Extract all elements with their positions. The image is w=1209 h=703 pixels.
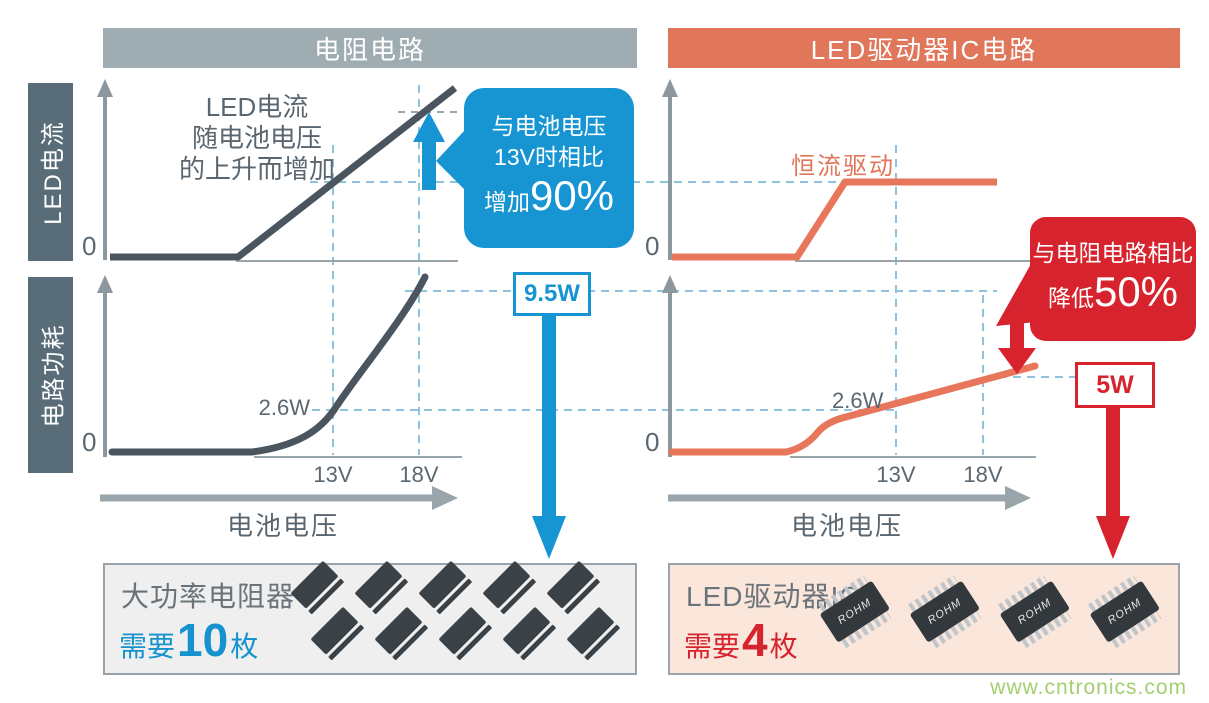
x-axis-arrows [100,486,1031,510]
ylabel-circuit-power-text: 电路功耗 [40,323,67,427]
need-label: 需要 [684,631,741,662]
xlabel-battery-voltage-right: 电池电压 [790,511,903,541]
tick-18v-right: 18V [963,462,1003,487]
blue-bubble-tail [436,130,465,190]
reduce-50-bubble: 与电阻电路相比 降低 50% [1030,217,1196,341]
resistor-parts-box: 大功率电阻器 需要 10 枚 [103,560,637,675]
header-resistor-circuit: 电阻电路 [103,28,637,68]
resistor-led-current-line [110,85,458,261]
driver-ic-chip-icon: ROHM [991,571,1082,659]
power-9.5w-box: 9.5W [513,272,591,316]
current-increase-arrow-icon [413,112,445,190]
y-axes [97,79,678,457]
xlabel-battery-voltage-left: 电池电压 [226,511,339,541]
blue-bubble-line1: 与电池电压 [491,113,607,139]
red-bubble-value: 50% [1093,267,1179,315]
tick-13v-left: 13V [313,462,353,487]
zero-label-bottom-left: 0 [82,427,97,457]
red-bubble-line1: 与电阻电路相比 [1032,239,1194,266]
unit-label: 枚 [769,631,798,662]
power-2.6w-label-right: 2.6W [832,388,884,413]
constant-current-label: 恒流驱动 [791,153,895,180]
arrow-5w-to-ics-icon [1096,402,1130,559]
ylabel-led-current: LED电流 [28,83,73,261]
resistor-count-value: 10 [177,614,229,666]
resistor-parts-count: 需要 10 枚 [119,613,258,667]
blue-bubble-line2: 13V时相比 [494,144,604,170]
zero-label-top-left: 0 [82,231,97,261]
need-label: 需要 [119,631,176,662]
tick-18v-left: 18V [399,462,439,487]
driver-ic-chip-icon: ROHM [1081,571,1172,659]
driver-ic-chip-icon: ROHM [901,571,992,659]
power-2.6w-label-left: 2.6W [258,395,310,420]
note-line3: 的上升而增加 [178,154,335,184]
driver-ic-parts-box: LED驱动器IC 需要 4 枚 ROHM ROHM ROHM ROHM [668,563,1180,675]
driver-power-curve [668,362,1039,456]
zero-label-top-right: 0 [645,231,660,261]
driver-constant-current-line [672,178,997,261]
blue-bubble-value: 90% [529,172,615,219]
ylabel-led-current-text: LED电流 [40,119,67,225]
unit-label: 枚 [230,631,259,662]
x-arrowhead-right-icon [1005,486,1031,510]
ylabel-circuit-power: 电路功耗 [28,277,73,473]
power-decrease-arrow-icon [998,316,1036,374]
note-line2: 随电池电压 [191,123,322,153]
x-baselines [236,260,1036,458]
x-arrowhead-left-icon [432,486,458,510]
resistor-current-note: LED电流 随电池电压 的上升而增加 [148,92,366,185]
note-line1: LED电流 [205,92,309,122]
increase-90-bubble: 与电池电压 13V时相比 增加 90% [464,88,634,248]
ic-count-value: 4 [742,614,768,666]
zero-label-bottom-right: 0 [645,427,660,457]
red-bubble-prefix: 降低 [1047,284,1094,311]
resistor-power-curve [108,273,429,456]
power-5w-box: 5W [1075,362,1155,408]
watermark: www.cntronics.com [990,676,1187,699]
tick-13v-right: 13V [876,462,916,487]
blue-bubble-prefix: 增加 [483,189,530,215]
driver-ic-parts-count: 需要 4 枚 [684,613,798,667]
resistor-parts-title: 大功率电阻器 [121,581,296,612]
arrow-9.5w-to-resistors-icon [532,312,566,559]
header-led-driver-circuit: LED驱动器IC电路 [668,28,1180,68]
